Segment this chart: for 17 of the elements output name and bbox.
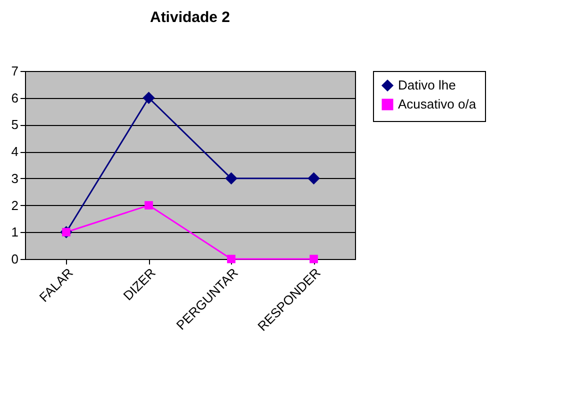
y-tick-label: 2 bbox=[11, 198, 18, 213]
point bbox=[308, 172, 320, 185]
y-tick-label: 0 bbox=[11, 252, 18, 266]
y-tick-label: 4 bbox=[11, 144, 18, 160]
chart-title: Atividade 2 bbox=[150, 9, 230, 26]
y-tick-label: 1 bbox=[11, 224, 18, 240]
point bbox=[227, 254, 236, 264]
legend-label: Dativo lhe bbox=[398, 78, 456, 92]
point bbox=[144, 201, 153, 210]
y-tick-label: 6 bbox=[11, 90, 18, 106]
y-tick-label: 7 bbox=[11, 64, 18, 78]
y-tick-label: 3 bbox=[11, 170, 18, 186]
point bbox=[225, 172, 238, 185]
legend-label: Acusativo o/a bbox=[398, 96, 477, 112]
point bbox=[142, 92, 155, 104]
y-tick-label: 5 bbox=[11, 117, 18, 132]
point bbox=[310, 254, 318, 264]
